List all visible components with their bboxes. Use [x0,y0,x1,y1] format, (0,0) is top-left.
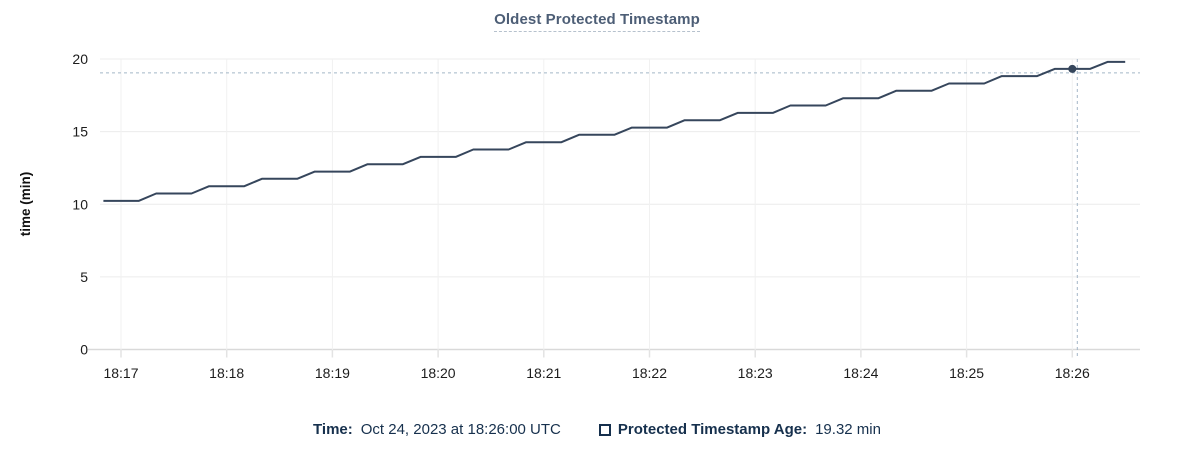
legend-series-label: Protected Timestamp Age: [617,421,808,438]
y-tick-label: 5 [80,269,88,285]
legend-item-protected-timestamp-age[interactable]: Protected Timestamp Age: 19.32 min [598,421,881,438]
x-tick-label: 18:23 [738,365,773,381]
series-line-protected-timestamp-age [103,60,1126,202]
crosshair-layer [100,59,1140,359]
x-tick-label: 18:21 [526,365,561,381]
tooltip-time-value: Oct 24, 2023 at 18:26:00 UTC [360,421,561,438]
legend-series-value: 19.32 min [815,421,881,438]
x-tick-label: 18:25 [949,365,984,381]
y-tick-label: 0 [80,342,88,358]
chart-title[interactable]: Oldest Protected Timestamp [494,11,700,32]
x-tick-label: 18:19 [315,365,350,381]
tooltip-time-label: Time: [313,421,353,438]
y-tick-label: 10 [72,196,88,212]
label-layer: 0 5 10 15 20 18:17 18:18 18:19 18:20 18:21 18:22 18… [72,51,1090,381]
tooltip-time: Time: Oct 24, 2023 at 18:26:00 UTC [313,421,561,438]
x-tick-label: 18:20 [421,365,456,381]
chart-tooltip-legend: Time: Oct 24, 2023 at 18:26:00 UTC Prote… [0,421,1194,438]
grid-layer [88,58,1140,358]
x-tick-label: 18:26 [1055,365,1090,381]
series-layer [103,60,1126,202]
y-axis-title: time (min) [18,172,33,237]
x-tick-label: 18:17 [103,365,138,381]
x-tick-label: 18:22 [632,365,667,381]
line-chart[interactable]: 0 5 10 15 20 18:17 18:18 18:19 18:20 18:21 18:22 18… [0,0,1194,410]
highlight-dot [1068,64,1077,73]
series-swatch-icon [598,423,611,436]
y-tick-label: 15 [72,124,88,140]
y-tick-label: 20 [72,51,88,67]
x-tick-label: 18:24 [843,365,878,381]
chart-header: Oldest Protected Timestamp [0,11,1194,32]
x-tick-label: 18:18 [209,365,244,381]
